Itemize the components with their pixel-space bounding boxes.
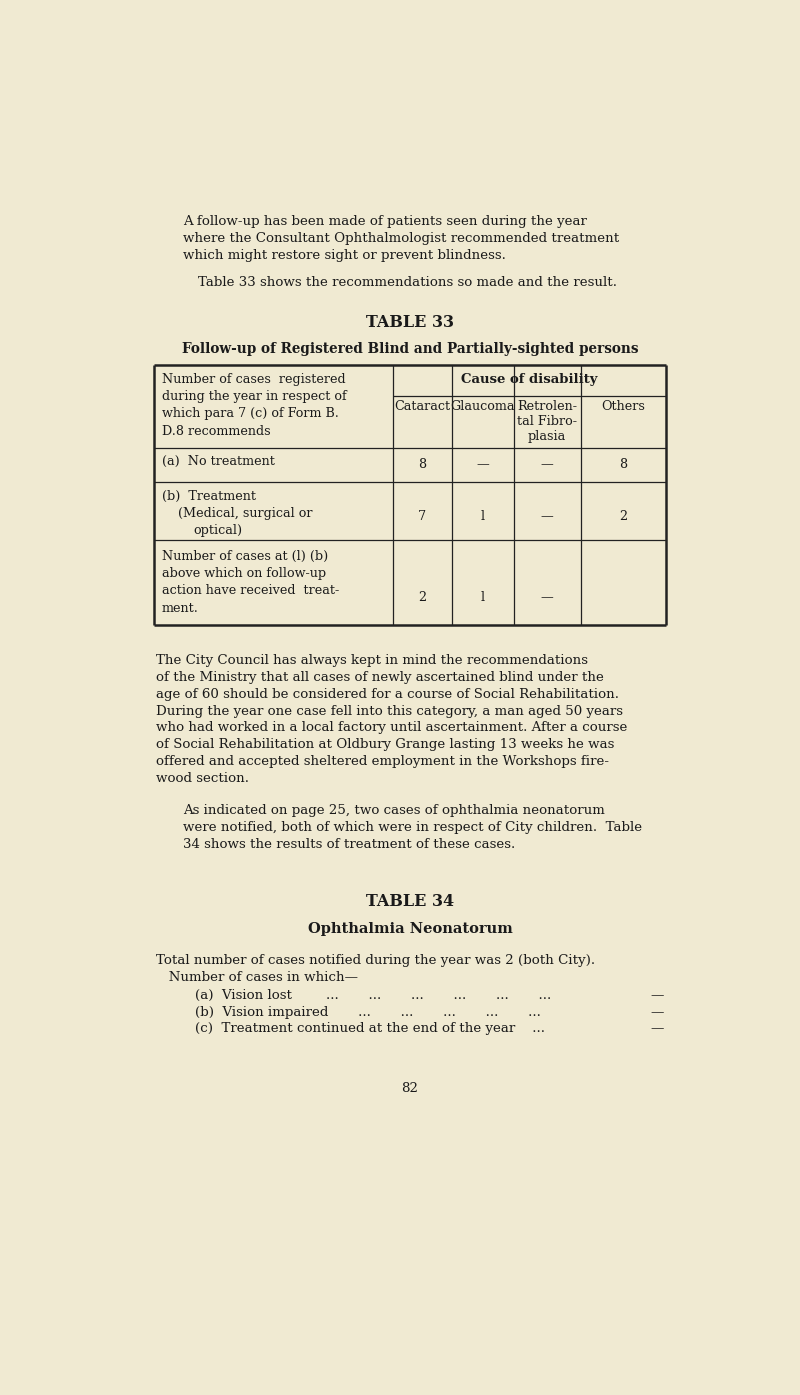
Text: —: — — [651, 1023, 664, 1035]
Text: (a)  No treatment: (a) No treatment — [162, 455, 275, 467]
Text: were notified, both of which were in respect of City children.  Table: were notified, both of which were in res… — [183, 820, 642, 834]
Text: As indicated on page 25, two cases of ophthalmia neonatorum: As indicated on page 25, two cases of op… — [183, 804, 605, 817]
Text: which might restore sight or prevent blindness.: which might restore sight or prevent bli… — [183, 248, 506, 262]
Text: —: — — [477, 459, 490, 472]
Text: TABLE 34: TABLE 34 — [366, 893, 454, 910]
Text: plasia: plasia — [528, 430, 566, 444]
Text: which para 7 (c) of Form B.: which para 7 (c) of Form B. — [162, 407, 339, 420]
Text: During the year one case fell into this category, a man aged 50 years: During the year one case fell into this … — [156, 704, 622, 717]
Text: 34 shows the results of treatment of these cases.: 34 shows the results of treatment of the… — [183, 837, 515, 851]
Text: Follow-up of Registered Blind and Partially-sighted persons: Follow-up of Registered Blind and Partia… — [182, 342, 638, 356]
Text: 7: 7 — [418, 511, 426, 523]
Text: tal Fibro-: tal Fibro- — [517, 416, 577, 428]
Text: —: — — [541, 511, 554, 523]
Text: who had worked in a local factory until ascertainment. After a course: who had worked in a local factory until … — [156, 721, 627, 735]
Text: age of 60 should be considered for a course of Social Rehabilitation.: age of 60 should be considered for a cou… — [156, 688, 619, 700]
Text: (Medical, surgical or: (Medical, surgical or — [178, 506, 312, 520]
Text: Total number of cases notified during the year was 2 (both City).: Total number of cases notified during th… — [156, 954, 595, 968]
Text: 2: 2 — [418, 591, 426, 604]
Text: Number of cases in which—: Number of cases in which— — [156, 971, 358, 985]
Text: 82: 82 — [402, 1081, 418, 1095]
Text: D.8 recommends: D.8 recommends — [162, 424, 270, 438]
Text: (c)  Treatment continued at the end of the year    ...: (c) Treatment continued at the end of th… — [194, 1023, 545, 1035]
Text: Ophthalmia Neonatorum: Ophthalmia Neonatorum — [308, 922, 512, 936]
Text: —: — — [651, 1006, 664, 1018]
Text: during the year in respect of: during the year in respect of — [162, 389, 346, 403]
Text: of the Ministry that all cases of newly ascertained blind under the: of the Ministry that all cases of newly … — [156, 671, 604, 684]
Text: of Social Rehabilitation at Oldbury Grange lasting 13 weeks he was: of Social Rehabilitation at Oldbury Gran… — [156, 738, 614, 752]
Text: 8: 8 — [619, 459, 627, 472]
Text: Others: Others — [601, 400, 645, 413]
Text: —: — — [541, 591, 554, 604]
Text: optical): optical) — [193, 525, 242, 537]
Text: —: — — [541, 459, 554, 472]
Text: Number of cases  registered: Number of cases registered — [162, 372, 346, 385]
Text: The City Council has always kept in mind the recommendations: The City Council has always kept in mind… — [156, 654, 588, 667]
Text: wood section.: wood section. — [156, 771, 249, 785]
Text: TABLE 33: TABLE 33 — [366, 314, 454, 331]
Text: —: — — [651, 989, 664, 1002]
Text: action have received  treat-: action have received treat- — [162, 585, 339, 597]
Text: Table 33 shows the recommendations so made and the result.: Table 33 shows the recommendations so ma… — [198, 275, 618, 289]
Text: 8: 8 — [418, 459, 426, 472]
Text: (b)  Vision impaired       ...       ...       ...       ...       ...: (b) Vision impaired ... ... ... ... ... — [194, 1006, 541, 1018]
Text: l: l — [481, 591, 485, 604]
Text: Cataract: Cataract — [394, 400, 450, 413]
Text: Cause of disability: Cause of disability — [461, 372, 598, 385]
Text: (b)  Treatment: (b) Treatment — [162, 490, 256, 502]
Text: Retrolen-: Retrolen- — [517, 400, 577, 413]
Text: l: l — [481, 511, 485, 523]
Text: offered and accepted sheltered employment in the Workshops fire-: offered and accepted sheltered employmen… — [156, 755, 609, 769]
Text: (a)  Vision lost        ...       ...       ...       ...       ...       ...: (a) Vision lost ... ... ... ... ... ... — [194, 989, 550, 1002]
Text: A follow-up has been made of patients seen during the year: A follow-up has been made of patients se… — [183, 215, 586, 229]
Text: ment.: ment. — [162, 601, 199, 615]
Text: above which on follow-up: above which on follow-up — [162, 566, 326, 580]
Text: 2: 2 — [619, 511, 627, 523]
Text: Number of cases at (l) (b): Number of cases at (l) (b) — [162, 550, 328, 562]
Text: where the Consultant Ophthalmologist recommended treatment: where the Consultant Ophthalmologist rec… — [183, 232, 619, 246]
Text: Glaucoma: Glaucoma — [450, 400, 515, 413]
